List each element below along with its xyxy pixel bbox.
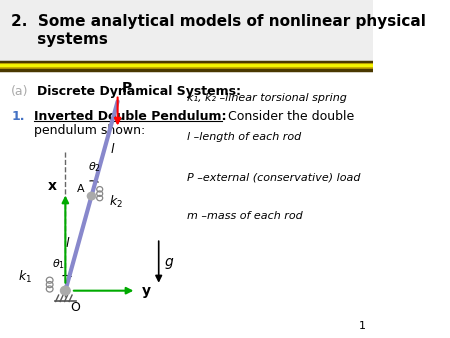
Text: P: P bbox=[122, 81, 131, 95]
Text: g: g bbox=[164, 255, 173, 269]
Text: P –external (conservative) load: P –external (conservative) load bbox=[187, 172, 360, 183]
Text: $\theta_1$: $\theta_1$ bbox=[52, 257, 65, 271]
Text: m –mass of each rod: m –mass of each rod bbox=[187, 211, 302, 221]
Circle shape bbox=[60, 286, 70, 295]
Text: Inverted Double Pendulum:: Inverted Double Pendulum: bbox=[34, 110, 226, 123]
Text: A: A bbox=[77, 184, 85, 194]
Text: $k_2$: $k_2$ bbox=[109, 194, 123, 210]
Text: $\theta_2$: $\theta_2$ bbox=[89, 160, 101, 174]
Text: (a): (a) bbox=[11, 85, 29, 98]
Text: $l$: $l$ bbox=[110, 142, 116, 156]
Text: k₁, k₂ –linear torsional spring: k₁, k₂ –linear torsional spring bbox=[187, 93, 346, 103]
FancyBboxPatch shape bbox=[0, 0, 374, 61]
Text: l –length of each rod: l –length of each rod bbox=[187, 132, 301, 142]
Text: x: x bbox=[48, 179, 57, 193]
Text: Discrete Dynamical Systems:: Discrete Dynamical Systems: bbox=[37, 85, 241, 98]
Text: y: y bbox=[142, 284, 151, 298]
Circle shape bbox=[87, 192, 95, 200]
Text: 1: 1 bbox=[359, 321, 366, 331]
Text: $l$: $l$ bbox=[65, 236, 70, 250]
Text: pendulum shown:: pendulum shown: bbox=[34, 124, 145, 137]
Text: Consider the double: Consider the double bbox=[224, 110, 354, 123]
Text: 1.: 1. bbox=[11, 110, 25, 123]
Text: $k_1$: $k_1$ bbox=[18, 269, 32, 285]
Text: O: O bbox=[70, 301, 80, 314]
Text: 2.  Some analytical models of nonlinear physical
     systems: 2. Some analytical models of nonlinear p… bbox=[11, 14, 426, 47]
